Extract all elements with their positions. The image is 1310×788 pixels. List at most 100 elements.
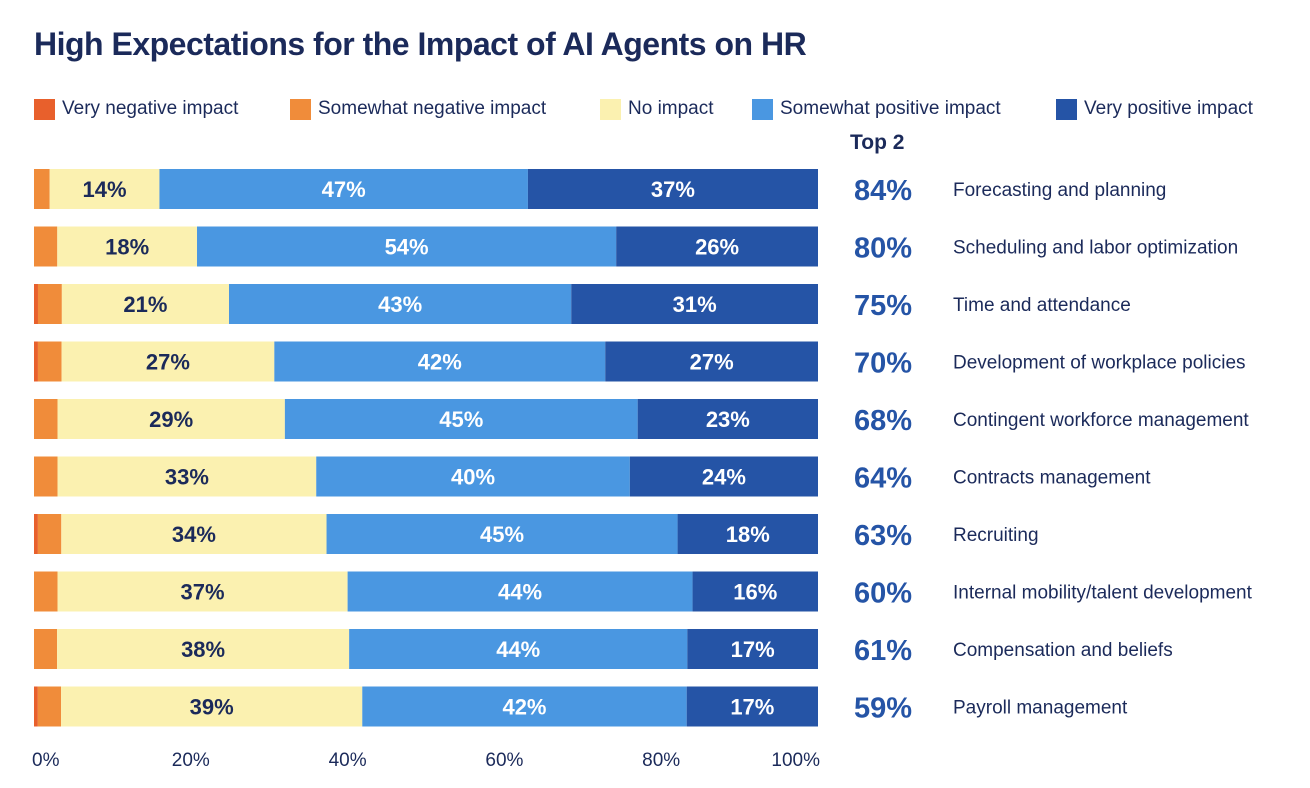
bar-segment-very-positive-impact [687, 629, 818, 669]
bar-label-no-impact: 14% [83, 177, 127, 202]
bar-label-no-impact: 37% [181, 580, 225, 605]
bar-label-somewhat-positive-impact: 42% [502, 695, 546, 720]
bar-segment-very-positive-impact [637, 399, 818, 439]
legend-label-no-impact: No impact [628, 98, 714, 119]
bar-segment-no-impact [57, 629, 350, 669]
category-label: Time and attendance [953, 295, 1131, 316]
bar-row-compensation-and-beliefs: 38% 44% 17% 61% Compensation and beliefs [34, 629, 1173, 669]
bar-segment-very-negative-impact [34, 686, 38, 727]
legend-swatch-somewhat-positive [752, 98, 773, 120]
top2-value: 64% [854, 463, 912, 495]
bar-segment-somewhat-positive-impact [274, 341, 606, 382]
bar-label-very-positive-impact: 17% [730, 695, 774, 720]
legend-item-very-positive: Very positive impact [1056, 98, 1253, 120]
bar-segment-somewhat-negative-impact [34, 169, 50, 209]
legend-label-very-negative: Very negative impact [62, 98, 239, 119]
bar-label-no-impact: 27% [146, 350, 190, 375]
category-label: Internal mobility/talent development [953, 583, 1253, 604]
bar-segment-very-negative-impact [34, 514, 38, 554]
bar-segment-somewhat-negative-impact [37, 514, 62, 554]
bar-label-very-positive-impact: 17% [731, 637, 775, 662]
bar-label-somewhat-positive-impact: 42% [418, 350, 462, 375]
legend-swatch-somewhat-negative [290, 98, 311, 120]
legend-item-somewhat-negative: Somewhat negative impact [290, 98, 546, 120]
bar-row-payroll-management: 39% 42% 17% 59% Payroll management [34, 686, 1128, 727]
bar-label-very-positive-impact: 31% [673, 292, 717, 317]
bar-segment-somewhat-positive-impact [349, 629, 688, 669]
legend-swatch-no-impact [600, 98, 621, 120]
bar-segment-very-negative-impact [34, 284, 38, 324]
top2-header: Top 2 [850, 131, 905, 154]
x-tick-label: 80% [642, 750, 680, 771]
bar-segment-very-positive-impact [686, 686, 818, 727]
bar-segment-somewhat-positive-impact [347, 571, 693, 612]
bar-segment-no-impact [61, 341, 275, 382]
bar-label-somewhat-positive-impact: 45% [439, 407, 483, 432]
bar-segment-no-impact [61, 686, 363, 727]
bar-segment-no-impact [61, 514, 327, 554]
x-tick-label: 100% [771, 750, 820, 771]
bar-label-no-impact: 33% [165, 465, 209, 490]
legend-item-somewhat-positive: Somewhat positive impact [752, 98, 1001, 120]
bar-segment-somewhat-positive-impact [159, 169, 528, 209]
legend: Very negative impact Somewhat negative i… [34, 98, 1304, 122]
top2-value: 60% [854, 578, 912, 610]
top2-value: 63% [854, 520, 912, 552]
bar-row-time-and-attendance: 21% 43% 31% 75% Time and attendance [34, 284, 1131, 324]
legend-swatch-very-negative [34, 98, 55, 120]
bar-segment-very-negative-impact [34, 341, 38, 382]
bar-label-no-impact: 29% [149, 407, 193, 432]
bar-segment-somewhat-positive-impact [326, 514, 678, 554]
bar-label-somewhat-positive-impact: 40% [451, 465, 495, 490]
legend-item-very-negative: Very negative impact [34, 98, 238, 120]
bar-segment-very-positive-impact [605, 341, 818, 382]
bar-segment-very-positive-impact [692, 571, 818, 612]
bar-label-no-impact: 39% [190, 695, 234, 720]
x-tick-label: 40% [329, 750, 367, 771]
x-axis: 0% 20% 40% 60% 80% 100% [32, 750, 820, 771]
bar-label-somewhat-positive-impact: 44% [498, 580, 542, 605]
category-label: Compensation and beliefs [953, 640, 1173, 661]
bar-label-very-positive-impact: 24% [702, 465, 746, 490]
top2-value: 80% [854, 233, 912, 265]
bar-segment-no-impact [57, 571, 348, 612]
category-label: Forecasting and planning [953, 180, 1166, 201]
bar-segment-somewhat-negative-impact [34, 226, 58, 267]
bar-segment-somewhat-negative-impact [34, 629, 58, 669]
bar-row-development-of-workplace-policies: 27% 42% 27% 70% Development of workplace pol… [34, 341, 1246, 382]
category-label: Contracts management [953, 468, 1151, 489]
bar-row-contingent-workforce-management: 29% 45% 23% 68% Contingent workforce managem… [34, 399, 1249, 439]
top2-value: 84% [854, 175, 912, 207]
category-label: Scheduling and labor optimization [953, 238, 1238, 259]
bar-label-somewhat-positive-impact: 54% [385, 235, 429, 260]
x-tick-label: 20% [172, 750, 210, 771]
top2-value: 61% [854, 635, 912, 667]
top2-value: 68% [854, 405, 912, 437]
bar-segment-no-impact [57, 399, 285, 439]
legend-label-very-positive: Very positive impact [1084, 98, 1253, 119]
bar-segment-somewhat-positive-impact [197, 226, 617, 267]
bar-segment-somewhat-positive-impact [362, 686, 687, 727]
bar-segment-somewhat-negative-impact [34, 571, 58, 612]
bar-label-very-positive-impact: 16% [733, 580, 777, 605]
bar-label-somewhat-positive-impact: 43% [378, 292, 422, 317]
bar-segment-somewhat-positive-impact [316, 456, 630, 497]
top2-value: 75% [854, 290, 912, 322]
bar-label-no-impact: 21% [123, 292, 167, 317]
bar-label-no-impact: 38% [181, 637, 225, 662]
bar-label-very-positive-impact: 18% [726, 522, 770, 547]
bar-segment-very-positive-impact [571, 284, 818, 324]
bar-segment-somewhat-positive-impact [229, 284, 572, 324]
bar-segment-very-positive-impact [527, 169, 818, 209]
bar-segment-somewhat-negative-impact [34, 399, 58, 439]
bar-label-somewhat-positive-impact: 44% [496, 637, 540, 662]
bar-label-very-positive-impact: 26% [695, 235, 739, 260]
bar-segment-no-impact [57, 456, 317, 497]
bar-label-very-positive-impact: 37% [651, 177, 695, 202]
top2-value: 70% [854, 348, 912, 380]
bar-segment-very-positive-impact [629, 456, 818, 497]
category-label: Contingent workforce management [953, 410, 1249, 431]
bar-label-somewhat-positive-impact: 47% [322, 177, 366, 202]
x-tick-label: 60% [485, 750, 523, 771]
